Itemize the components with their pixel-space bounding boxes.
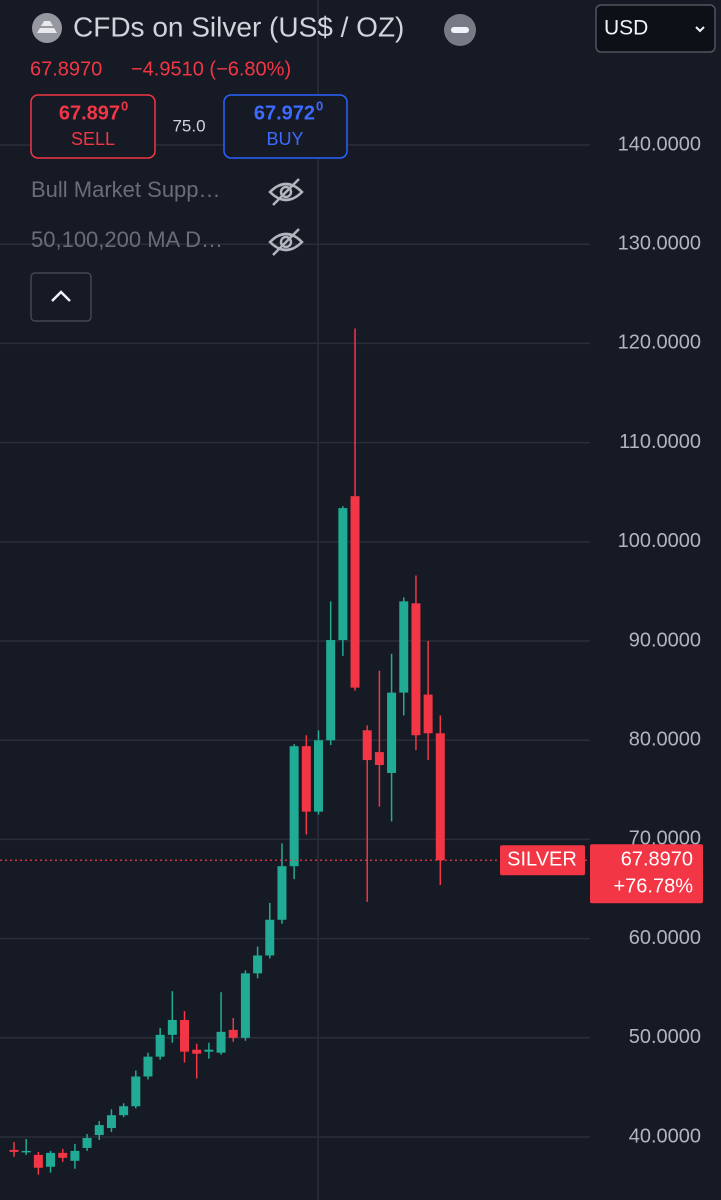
currency-select[interactable]: USD	[595, 4, 716, 53]
candle-body	[33, 1154, 43, 1168]
sell-price: 67.897	[59, 102, 120, 124]
candle-body	[143, 1056, 153, 1077]
price-label: 67.8970	[621, 849, 693, 871]
y-tick-label: 70.0000	[629, 828, 701, 850]
candle-body	[411, 603, 421, 736]
candle-body	[399, 601, 409, 693]
candle-body	[326, 640, 336, 741]
y-tick-label: 60.0000	[629, 927, 701, 949]
y-tick-label: 120.0000	[618, 332, 701, 354]
y-tick-label: 130.0000	[618, 233, 701, 255]
candle-body	[423, 694, 433, 734]
candle-body	[204, 1049, 214, 1052]
candle-body	[46, 1152, 56, 1167]
candle-body	[119, 1106, 129, 1116]
candle-body	[350, 496, 360, 688]
candle-body	[9, 1149, 19, 1152]
buy-button[interactable]: 67.972 0 BUY	[223, 94, 348, 159]
currency-box[interactable]	[595, 4, 716, 53]
sell-price-sup: 0	[121, 98, 128, 113]
collapse-button[interactable]	[30, 272, 92, 322]
price-label-box	[590, 844, 703, 904]
candle-body	[155, 1034, 165, 1057]
buy-price: 67.972	[254, 102, 315, 124]
candle-body	[338, 508, 348, 641]
candle-body	[265, 919, 275, 956]
candle-body	[301, 746, 311, 812]
chevron-up	[51, 290, 71, 302]
candle-body	[216, 1031, 226, 1053]
change-label: +76.78%	[613, 876, 693, 898]
candle-body	[192, 1049, 202, 1054]
candle-body	[277, 866, 287, 920]
y-axis: 40.0000 50.0000 60.0000 70.0000 80.0000 90.00…	[618, 133, 701, 1147]
currency-text: USD	[604, 17, 648, 40]
y-tick-label: 100.0000	[618, 530, 701, 552]
buy-label: BUY	[266, 129, 303, 149]
sell-label: SELL	[71, 129, 115, 149]
candle-body	[94, 1125, 104, 1136]
pupil	[279, 235, 293, 249]
candle-body	[374, 752, 384, 766]
buy-price-sup: 0	[316, 98, 323, 113]
chevron	[695, 26, 705, 33]
candle-body	[167, 1019, 177, 1035]
candle-body	[362, 730, 372, 761]
indicator-name: Bull Market Supp…	[31, 177, 221, 202]
candle-body	[131, 1076, 141, 1107]
candle-body	[253, 955, 263, 974]
y-tick-label: 140.0000	[618, 133, 701, 155]
candle-body	[106, 1115, 116, 1129]
symbol-label-box	[500, 845, 585, 876]
hide-button-bar	[451, 27, 469, 33]
sell-button[interactable]: 67.897 0 SELL	[30, 94, 156, 159]
visibility-icon[interactable]	[268, 228, 304, 256]
sell-box[interactable]	[30, 94, 156, 159]
candles	[9, 328, 445, 1175]
y-tick-label: 50.0000	[629, 1026, 701, 1048]
slash	[272, 228, 300, 256]
last-price: 67.8970	[30, 58, 102, 80]
symbol-icon-shape	[37, 21, 57, 33]
slash	[272, 178, 300, 206]
price-label: SILVER 67.8970 +76.78%	[0, 844, 703, 904]
buy-box[interactable]	[223, 94, 348, 159]
symbol-title: CFDs on Silver (US$ / OZ)	[73, 11, 404, 42]
candle-body	[228, 1029, 238, 1038]
hide-button[interactable]	[444, 14, 476, 46]
candle-body	[240, 973, 250, 1038]
y-tick-label: 90.0000	[629, 629, 701, 651]
candle-body	[435, 733, 445, 861]
y-tick-label: 40.0000	[629, 1125, 701, 1147]
candle-body	[314, 740, 323, 812]
candle-body	[21, 1150, 31, 1153]
candle-body	[180, 1019, 190, 1052]
candle-body	[387, 692, 397, 773]
y-tick-label: 80.0000	[629, 728, 701, 750]
candle-body	[70, 1150, 80, 1161]
collapse-box[interactable]	[30, 272, 92, 322]
y-tick-label: 110.0000	[619, 431, 701, 453]
candle-body	[58, 1152, 68, 1158]
indicator-name: 50,100,200 MA D…	[31, 227, 223, 252]
pupil	[279, 185, 293, 199]
spread: 75.0	[172, 116, 205, 135]
price-change: −4.9510 (−6.80%)	[131, 58, 291, 80]
visibility-icon[interactable]	[268, 178, 304, 206]
symbol-label: SILVER	[507, 849, 577, 871]
candle-body	[82, 1138, 92, 1148]
candle-body	[289, 746, 299, 867]
